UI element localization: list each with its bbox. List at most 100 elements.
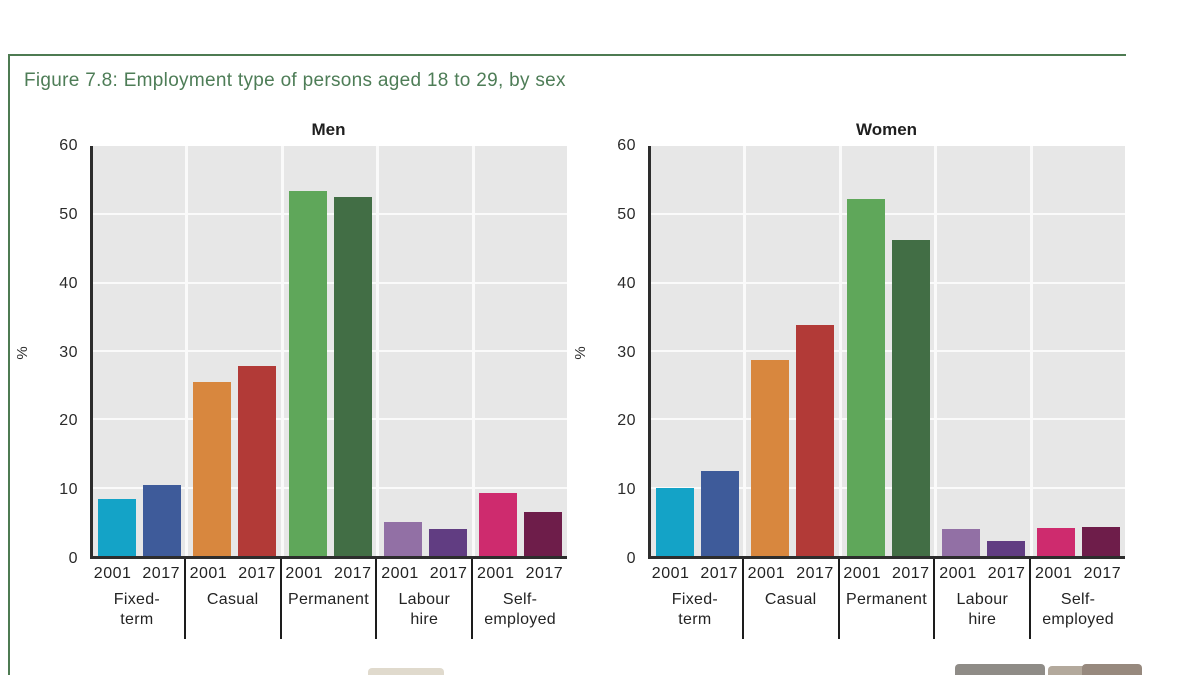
category-label-men-self-employed: Self-employed xyxy=(484,591,556,628)
bar-women-self-employed-2001 xyxy=(1037,527,1076,556)
bar-men-self-employed-2017 xyxy=(524,512,563,556)
x-tick-men-self-employed-2001: 2001 xyxy=(476,565,515,582)
category-label-women-permanent: Permanent xyxy=(846,591,927,608)
y-axis-women: 0 10 20 30 40 50 60 xyxy=(578,137,648,567)
bar-group-men-fixed-term xyxy=(93,146,185,556)
bar-group-men-self-employed xyxy=(471,146,567,556)
bar-men-labour-hire-2001 xyxy=(383,521,422,556)
x-tick-years-men-labour-hire: 2001 2017 xyxy=(377,565,471,583)
x-axis-women: 2001 2017 Fixed-term 2001 2017 Casual 2001 2017… xyxy=(648,559,1125,639)
figure-frame-top-border xyxy=(8,54,1126,56)
x-tick-men-fixed-term-2017: 2017 xyxy=(142,565,180,582)
bar-group-women-casual xyxy=(743,146,838,556)
bar-women-fixed-term-2001 xyxy=(655,487,694,556)
x-group-men-self-employed: 2001 2017 Self-employed xyxy=(471,559,567,639)
bar-men-permanent-2001 xyxy=(288,191,327,556)
plot-area-women xyxy=(648,146,1125,559)
cropped-image-edge xyxy=(1082,664,1142,675)
x-tick-years-men-permanent: 2001 2017 xyxy=(282,565,376,583)
bar-men-labour-hire-2017 xyxy=(428,529,467,556)
bar-group-women-self-employed xyxy=(1029,146,1125,556)
category-label-men-casual: Casual xyxy=(206,591,259,608)
bar-women-permanent-2017 xyxy=(891,240,930,556)
bar-men-casual-2001 xyxy=(193,382,232,556)
x-group-men-casual: 2001 2017 Casual xyxy=(183,559,280,639)
y-tick-women-50: 50 xyxy=(617,205,636,223)
y-tick-women-20: 20 xyxy=(617,412,636,430)
category-label-women-self-employed: Self-employed xyxy=(1042,591,1114,628)
bar-women-labour-hire-2001 xyxy=(941,529,980,556)
bar-women-labour-hire-2017 xyxy=(986,540,1025,556)
chart-title-men: Men xyxy=(311,120,346,139)
chart-body-women: % 0 10 20 30 40 50 60 xyxy=(572,137,1126,567)
x-tick-women-self-employed-2017: 2017 xyxy=(1083,565,1122,582)
y-axis-men: 0 10 20 30 40 50 60 xyxy=(20,137,90,567)
category-label-women-labour-hire: Labour hire xyxy=(956,591,1009,628)
gridline xyxy=(93,213,567,216)
gridline xyxy=(93,418,567,421)
gridline xyxy=(651,486,1125,489)
y-tick-women-0: 0 xyxy=(626,550,636,567)
category-label-men-permanent: Permanent xyxy=(288,591,369,608)
y-tick-men-40: 40 xyxy=(59,274,78,292)
bar-men-fixed-term-2001 xyxy=(97,499,136,556)
x-group-women-fixed-term: 2001 2017 Fixed-term xyxy=(648,559,742,639)
cropped-image-edge xyxy=(1048,666,1106,675)
x-tick-women-self-employed-2001: 2001 xyxy=(1034,565,1073,582)
bar-men-self-employed-2001 xyxy=(479,493,518,556)
x-tick-years-women-labour-hire: 2001 2017 xyxy=(935,565,1029,583)
x-tick-women-fixed-term-2001: 2001 xyxy=(651,565,690,582)
gridline xyxy=(651,350,1125,352)
category-label-men-labour-hire: Labour hire xyxy=(398,591,451,628)
x-tick-men-permanent-2017: 2017 xyxy=(333,565,372,582)
x-tick-men-labour-hire-2017: 2017 xyxy=(429,565,468,582)
gridline xyxy=(651,281,1125,284)
x-tick-women-permanent-2001: 2001 xyxy=(843,565,881,582)
x-tick-men-fixed-term-2001: 2001 xyxy=(93,565,132,582)
bar-groups-men xyxy=(93,146,567,556)
bar-group-women-permanent xyxy=(838,146,934,556)
y-tick-men-10: 10 xyxy=(59,481,78,499)
x-tick-women-fixed-term-2017: 2017 xyxy=(700,565,738,582)
y-tick-women-60: 60 xyxy=(617,137,636,154)
x-group-women-permanent: 2001 2017 Permanent xyxy=(837,559,934,639)
gridline xyxy=(93,281,567,284)
x-tick-years-men-casual: 2001 2017 xyxy=(186,565,280,583)
x-group-women-casual: 2001 2017 Casual xyxy=(741,559,838,639)
x-group-men-fixed-term: 2001 2017 Fixed-term xyxy=(90,559,184,639)
category-label-men-fixed-term: Fixed-term xyxy=(113,591,161,628)
y-tick-men-0: 0 xyxy=(68,550,78,567)
x-tick-years-women-self-employed: 2001 2017 xyxy=(1031,565,1125,583)
bar-men-fixed-term-2017 xyxy=(142,484,181,556)
x-tick-men-self-employed-2017: 2017 xyxy=(525,565,564,582)
chart-panel-men: Men% 0 10 20 30 40 50 60 2001 2017 Fixed-term 2001 2… xyxy=(14,120,568,639)
x-tick-women-casual-2001: 2001 xyxy=(747,565,786,582)
bar-women-permanent-2001 xyxy=(846,199,885,556)
plot-area-men xyxy=(90,146,567,559)
gridline xyxy=(651,418,1125,421)
bar-group-women-fixed-term xyxy=(651,146,743,556)
y-tick-women-10: 10 xyxy=(617,481,636,499)
bar-group-men-permanent xyxy=(280,146,376,556)
x-axis-men: 2001 2017 Fixed-term 2001 2017 Casual 2001 2017… xyxy=(90,559,567,639)
chart-panel-women: Women% 0 10 20 30 40 50 60 2001 2017 Fixed-term 200… xyxy=(572,120,1126,639)
x-tick-men-labour-hire-2001: 2001 xyxy=(381,565,419,582)
x-group-men-labour-hire: 2001 2017 Labour hire xyxy=(375,559,471,639)
x-group-women-self-employed: 2001 2017 Self-employed xyxy=(1029,559,1125,639)
y-tick-women-30: 30 xyxy=(617,343,636,361)
chart-title-women: Women xyxy=(855,120,918,139)
figure-title: Figure 7.8: Employment type of persons a… xyxy=(24,70,566,91)
bar-groups-women xyxy=(651,146,1125,556)
gridline xyxy=(93,486,567,489)
x-tick-men-permanent-2001: 2001 xyxy=(285,565,323,582)
x-tick-years-women-permanent: 2001 2017 xyxy=(840,565,934,583)
y-tick-men-50: 50 xyxy=(59,205,78,223)
x-tick-women-casual-2017: 2017 xyxy=(796,565,834,582)
bar-group-women-labour-hire xyxy=(934,146,1029,556)
chart-body-men: % 0 10 20 30 40 50 60 xyxy=(14,137,568,567)
bar-women-casual-2017 xyxy=(796,325,835,556)
bar-women-fixed-term-2017 xyxy=(700,471,739,556)
x-tick-men-casual-2017: 2017 xyxy=(238,565,276,582)
x-tick-women-labour-hire-2001: 2001 xyxy=(939,565,977,582)
